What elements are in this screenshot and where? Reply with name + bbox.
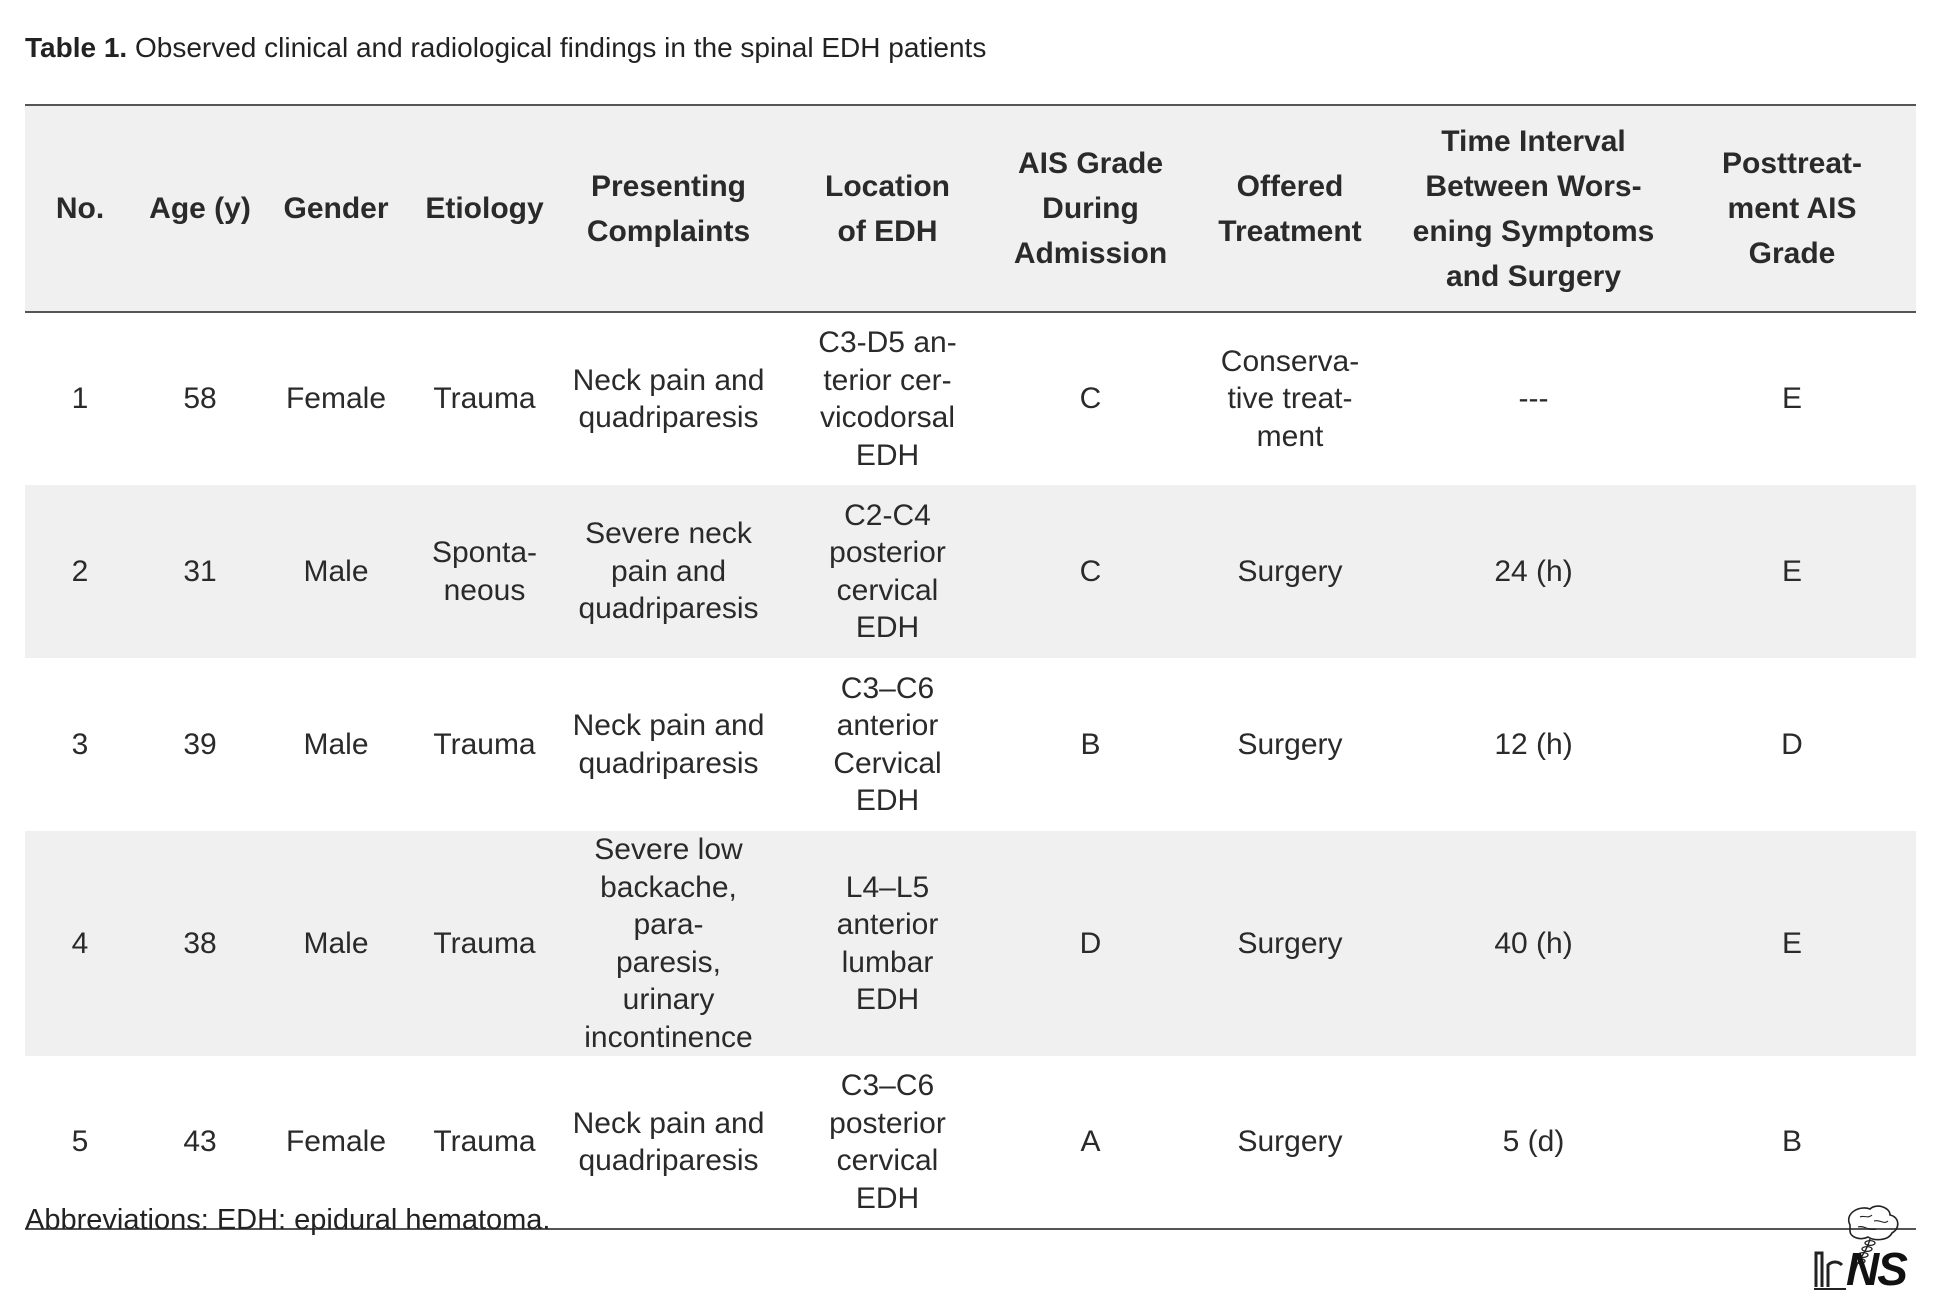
cell-etiology: Trauma [433,727,536,761]
cell-etiology: Trauma [433,382,536,416]
cell-no: 1 [71,382,89,416]
header-row: No. Age (y) Gender Etiology Presenting C… [25,105,1916,312]
table-row: 5 43 Female Trauma Neck pain and quadrip… [25,1056,1916,1229]
cell-offered-treatment: Surgery [1237,727,1343,761]
brain-spine-logo-icon [1814,1205,1899,1290]
cell-offered-treatment: Conserva- tive treat- ment [1220,344,1360,453]
header-age: Age (y) [149,192,251,225]
table-row: 4 38 Male Trauma Severe low backache, pa… [25,831,1916,1056]
cell-gender: Female [285,382,387,416]
cell-ais-admission: C [1079,382,1102,416]
cell-age: 31 [183,554,217,588]
cell-offered-treatment: Surgery [1237,926,1343,960]
cell-age: 43 [183,1125,217,1159]
cell-age: 38 [183,926,217,960]
header-gender: Gender [283,192,389,225]
cell-time-interval: 5 (d) [1502,1125,1565,1159]
cell-presenting-complaints: Neck pain and quadriparesis [572,363,765,435]
cell-posttreatment-ais: B [1781,1125,1802,1159]
cell-age: 58 [183,382,217,416]
cell-etiology: Trauma [433,926,536,960]
caption-label: Table 1. [25,32,128,63]
cell-ais-admission: D [1079,926,1102,960]
table-row: 1 58 Female Trauma Neck pain and quadrip… [25,312,1916,485]
cell-etiology: Sponta- neous [431,536,538,607]
table-row: 2 31 Male Sponta- neous Severe neck pain… [25,485,1916,658]
table-body: 1 58 Female Trauma Neck pain and quadrip… [25,312,1916,1229]
cell-presenting-complaints: Severe low backache, para- paresis, urin… [584,833,753,1054]
header-no: No. [55,192,105,225]
cell-gender: Male [303,554,369,588]
header-ais-admission: AIS Grade During Admission [1013,147,1168,270]
header-posttreatment-ais: Posttreat- ment AIS Grade [1721,147,1863,270]
header-etiology: Etiology [425,192,544,225]
table-caption: Table 1. Observed clinical and radiologi… [25,28,986,68]
cell-posttreatment-ais: E [1781,554,1802,588]
cell-gender: Female [285,1125,387,1159]
cell-time-interval: 24 (h) [1494,554,1573,588]
cell-time-interval: 12 (h) [1494,727,1573,761]
cell-no: 5 [71,1125,89,1159]
cell-presenting-complaints: Severe neck pain and quadriparesis [578,517,759,626]
cell-time-interval: --- [1518,382,1549,416]
cell-location: C3–C6 posterior cervical EDH [829,1069,946,1215]
cell-posttreatment-ais: D [1781,727,1803,761]
journal-logo: NS [1810,1203,1920,1293]
cell-location: C3-D5 an- terior cer- vicodorsal EDH [818,326,957,472]
cell-location: C3–C6 anterior Cervical EDH [833,671,942,818]
cell-age: 39 [183,727,217,761]
cell-offered-treatment: Surgery [1237,1125,1343,1159]
cell-etiology: Trauma [433,1125,536,1159]
cell-gender: Male [303,727,369,761]
cell-presenting-complaints: Neck pain and quadriparesis [572,709,765,780]
table-header: No. Age (y) Gender Etiology Presenting C… [25,105,1916,312]
caption-text: Observed clinical and radiological findi… [127,32,987,63]
table-footnote: Abbreviations: EDH: epidural hematoma. [25,1204,551,1236]
header-location: Location of EDH [825,169,950,248]
cell-presenting-complaints: Neck pain and quadriparesis [572,1106,765,1178]
header-offered-treatment: Offered Treatment [1218,169,1362,248]
cell-location: L4–L5 anterior lumbar EDH [836,870,939,1017]
cell-posttreatment-ais: E [1781,382,1802,416]
cell-location: C2-C4 posterior cervical EDH [829,498,946,645]
findings-table: No. Age (y) Gender Etiology Presenting C… [25,104,1916,1230]
cell-no: 4 [71,926,89,960]
cell-time-interval: 40 (h) [1494,926,1573,960]
header-time-interval: Time Interval Between Wors- ening Sympto… [1412,124,1655,293]
cell-ais-admission: A [1080,1125,1101,1159]
cell-gender: Male [303,926,369,960]
cell-ais-admission: C [1079,554,1102,588]
cell-no: 2 [71,554,89,588]
cell-ais-admission: B [1080,727,1101,761]
logo-text: NS [1846,1243,1908,1295]
header-presenting-complaints: Presenting Complaints [586,169,751,248]
cell-no: 3 [71,727,89,761]
table-row: 3 39 Male Trauma Neck pain and quadripar… [25,658,1916,831]
cell-posttreatment-ais: E [1781,926,1802,960]
cell-offered-treatment: Surgery [1237,554,1343,588]
